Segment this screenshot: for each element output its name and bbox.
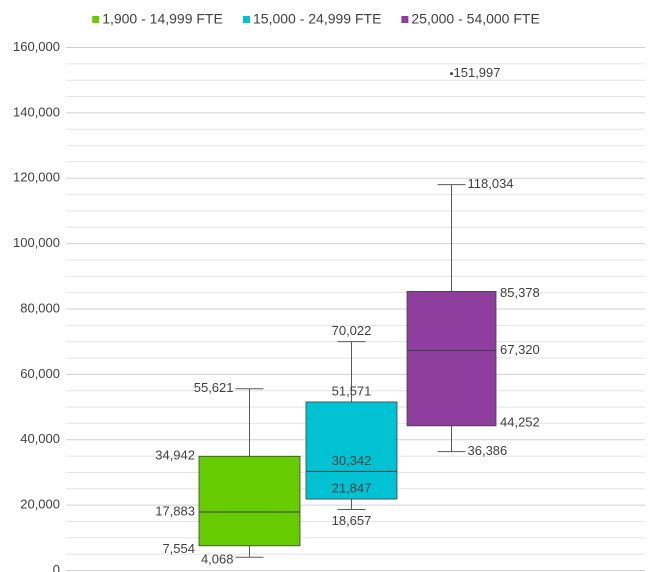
value-label: 34,942: [155, 448, 195, 463]
y-tick-label: 100,000: [13, 235, 60, 250]
box-group: 4,068 7,554 17,883 34,942 55,621: [155, 380, 301, 567]
legend-swatch: [92, 16, 100, 23]
value-label: 18,657: [332, 513, 372, 528]
value-label: 55,621: [194, 380, 234, 395]
y-tick-label: 0: [53, 562, 60, 572]
y-tick-label: 40,000: [20, 431, 60, 446]
box: [406, 291, 497, 427]
outlier: [450, 72, 453, 76]
y-tick-label: 20,000: [20, 497, 60, 512]
value-label: 118,034: [468, 176, 514, 191]
box-group: 36,386 44,252 67,320 85,378 118,034 151,997: [406, 65, 540, 458]
legend-label: 1,900 - 14,999 FTE: [102, 11, 223, 27]
value-label: 7,554: [162, 541, 195, 556]
outlier-label: 151,997: [454, 65, 501, 80]
value-label: 36,386: [468, 443, 508, 458]
value-label: 17,883: [155, 503, 195, 518]
legend: 1,900 - 14,999 FTE 15,000 - 24,999 FTE 25,…: [92, 11, 540, 27]
value-label: 4,068: [201, 552, 234, 567]
legend-label: 25,000 - 54,000 FTE: [411, 11, 539, 27]
value-label: 70,022: [332, 323, 372, 338]
value-label: 44,252: [500, 414, 540, 429]
value-label: 21,847: [332, 481, 372, 496]
legend-swatch: [401, 16, 409, 23]
y-tick-label: 80,000: [20, 300, 60, 315]
legend-label: 15,000 - 24,999 FTE: [253, 11, 381, 27]
y-tick-label: 60,000: [20, 366, 60, 381]
legend-swatch: [243, 16, 250, 23]
value-label: 85,378: [500, 285, 540, 300]
value-label: 30,342: [332, 453, 372, 468]
box: [198, 455, 301, 547]
box: [305, 401, 398, 500]
y-tick-label: 160,000: [13, 39, 60, 54]
value-label: 51,571: [332, 383, 372, 398]
y-tick-label: 120,000: [13, 170, 60, 185]
value-label: 67,320: [500, 342, 540, 357]
y-tick-label: 140,000: [13, 104, 60, 119]
box-group: 18,657 21,847 30,342 51,571 70,022: [305, 323, 398, 528]
